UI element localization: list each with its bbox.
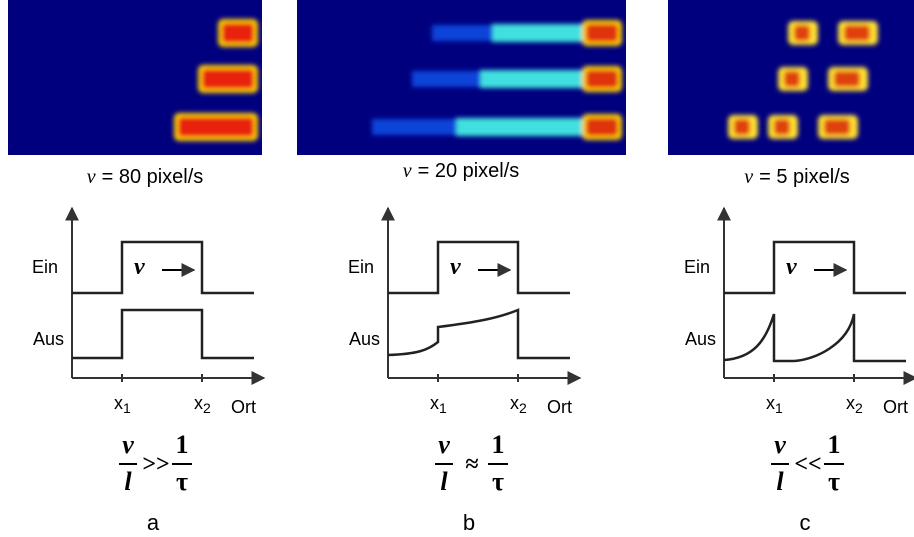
velocity-variable: v <box>134 254 145 280</box>
position-subscript: 2 <box>519 400 527 416</box>
axis-label: Ort <box>547 397 572 417</box>
position-subscript: 1 <box>123 400 131 416</box>
denominator: τ <box>492 467 504 496</box>
numerator: 1 <box>828 430 841 459</box>
axis-label: Ort <box>883 397 908 417</box>
position-label: x2 <box>194 393 211 416</box>
trail <box>480 70 582 88</box>
position-label: x2 <box>510 393 527 416</box>
hot-spot <box>222 23 254 43</box>
hot-spot <box>834 71 860 87</box>
velocity-label: v <box>786 254 797 280</box>
position-label: x1 <box>114 393 131 416</box>
position-symbol: x <box>194 393 203 413</box>
figure: v= 80 pixel/sEinAusvx1x2Ortvl>>1τav= 20 … <box>0 0 914 537</box>
position-symbol: x <box>510 393 519 413</box>
input-signal <box>388 242 570 293</box>
denominator: τ <box>828 467 840 496</box>
velocity-variable: v <box>450 254 461 280</box>
denominator: l <box>440 467 448 496</box>
hot-spot <box>774 119 790 135</box>
numerator: 1 <box>492 430 505 459</box>
caption: v = 20 pixel/s <box>403 160 520 183</box>
input-label: Ein <box>684 257 710 277</box>
numerator: 1 <box>176 430 189 459</box>
panel-letter: a <box>147 510 160 535</box>
trail <box>456 118 582 136</box>
caption-variable: v <box>87 166 96 188</box>
input-signal <box>72 242 254 293</box>
caption-variable: v <box>744 166 753 188</box>
hot-spot <box>844 25 870 41</box>
position-label: x2 <box>846 393 863 416</box>
position-symbol: x <box>114 393 123 413</box>
input-label: Ein <box>32 257 58 277</box>
output-label: Aus <box>33 329 64 349</box>
velocity-variable: v <box>786 254 797 280</box>
hot-spot <box>734 119 750 135</box>
output-signal <box>388 310 570 358</box>
caption: v = 5 pixel/s <box>744 166 850 189</box>
output-signal <box>72 310 254 358</box>
output-signal <box>724 314 906 361</box>
hot-spot <box>178 117 254 137</box>
numerator: v <box>774 430 786 459</box>
caption-text: = 80 pixel/s <box>102 166 204 188</box>
panel-letter: c <box>800 510 811 535</box>
hot-spot <box>794 25 810 41</box>
position-subscript: 1 <box>775 400 783 416</box>
axis-label: Ort <box>231 397 256 417</box>
hot-spot <box>586 118 618 136</box>
denominator: l <box>124 467 132 496</box>
caption: v = 80 pixel/s <box>87 166 204 189</box>
position-subscript: 2 <box>203 400 211 416</box>
hot-spot <box>202 69 254 89</box>
position-subscript: 1 <box>439 400 447 416</box>
position-symbol: x <box>430 393 439 413</box>
position-label: x1 <box>430 393 447 416</box>
relation: >> <box>142 452 169 478</box>
hot-spot <box>824 119 850 135</box>
numerator: v <box>122 430 134 459</box>
output-label: Aus <box>349 329 380 349</box>
panel-letter: b <box>463 510 475 535</box>
trail <box>492 24 582 42</box>
velocity-label: v <box>134 254 145 280</box>
relation: << <box>794 452 821 478</box>
numerator: v <box>438 430 450 459</box>
denominator: l <box>776 467 784 496</box>
position-symbol: x <box>766 393 775 413</box>
input-signal <box>724 242 906 293</box>
output-label: Aus <box>685 329 716 349</box>
position-subscript: 2 <box>855 400 863 416</box>
relation: ≈ <box>465 452 478 478</box>
hot-spot <box>586 24 618 42</box>
caption-variable: v <box>403 160 412 182</box>
position-symbol: x <box>846 393 855 413</box>
denominator: τ <box>176 467 188 496</box>
position-label: x1 <box>766 393 783 416</box>
hot-spot <box>586 70 618 88</box>
caption-text: = 5 pixel/s <box>759 166 850 188</box>
caption-text: = 20 pixel/s <box>418 160 520 182</box>
velocity-label: v <box>450 254 461 280</box>
hot-spot <box>784 71 800 87</box>
input-label: Ein <box>348 257 374 277</box>
